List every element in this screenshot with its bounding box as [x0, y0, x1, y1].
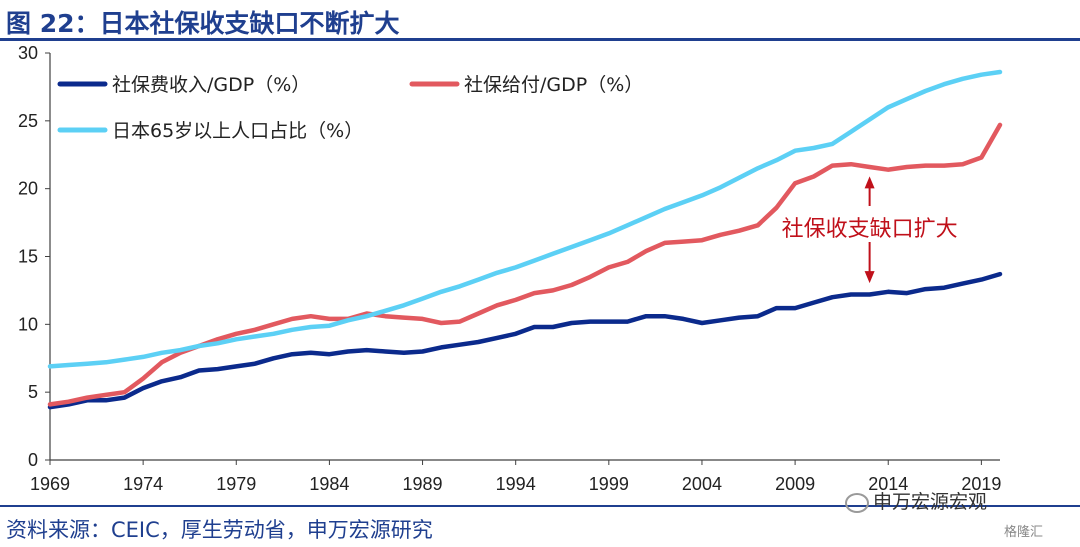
watermark-secondary: 格隆汇: [1004, 525, 1044, 540]
gap-annotation: 社保收支缺口扩大: [782, 176, 958, 284]
legend-label-payment: 社保给付/GDP（%）: [464, 74, 643, 96]
x-tick-label: 1999: [589, 474, 629, 494]
y-tick-label: 30: [18, 43, 38, 63]
y-tick-label: 15: [18, 247, 38, 267]
legend-label-income: 社保费收入/GDP（%）: [112, 74, 310, 96]
x-tick-label: 1974: [123, 474, 163, 494]
x-tick-label: 1994: [496, 474, 536, 494]
x-tick-label: 1989: [403, 474, 443, 494]
x-tick-label: 1969: [30, 474, 70, 494]
source-note: 资料来源：CEIC，厚生劳动省，申万宏源研究: [6, 518, 433, 542]
x-tick-label: 2014: [868, 474, 908, 494]
legend-label-aging: 日本65岁以上人口占比（%）: [112, 120, 363, 142]
x-tick-label: 1984: [309, 474, 349, 494]
x-tick-label: 1979: [216, 474, 256, 494]
line-chart: 0 5 10 15 20 25 30 1969 1974 1979 1984 1989 1994 1999…: [18, 43, 1003, 494]
y-tick-label: 10: [18, 314, 38, 334]
x-tick-label: 2019: [961, 474, 1001, 494]
y-tick-label: 20: [18, 179, 38, 199]
y-tick-label: 25: [18, 111, 38, 131]
series-line-aging: [47, 69, 1003, 369]
top-divider: [0, 38, 1080, 41]
annotation-label: 社保收支缺口扩大: [782, 217, 958, 242]
y-tick-label: 5: [28, 382, 38, 402]
series-lines: [47, 69, 1003, 410]
y-tick-label: 0: [28, 450, 38, 470]
axes: 0 5 10 15 20 25 30 1969 1974 1979 1984 1989 1994 1999…: [18, 43, 1001, 494]
arrow-down-head: [864, 271, 875, 284]
watermark: 申万宏源宏观: [845, 487, 987, 514]
bottom-divider: [0, 505, 1080, 507]
watermark-text: 申万宏源宏观: [873, 491, 988, 513]
figure-title: 图 22：日本社保收支缺口不断扩大: [6, 9, 400, 38]
series-line-income: [47, 271, 1003, 410]
legend: 社保费收入/GDP（%） 社保给付/GDP（%） 日本65岁以上人口占比（%）: [57, 74, 643, 142]
x-tick-label: 2004: [682, 474, 722, 494]
arrow-up-head: [864, 176, 875, 189]
wechat-icon: [845, 492, 869, 513]
x-tick-label: 2009: [775, 474, 815, 494]
